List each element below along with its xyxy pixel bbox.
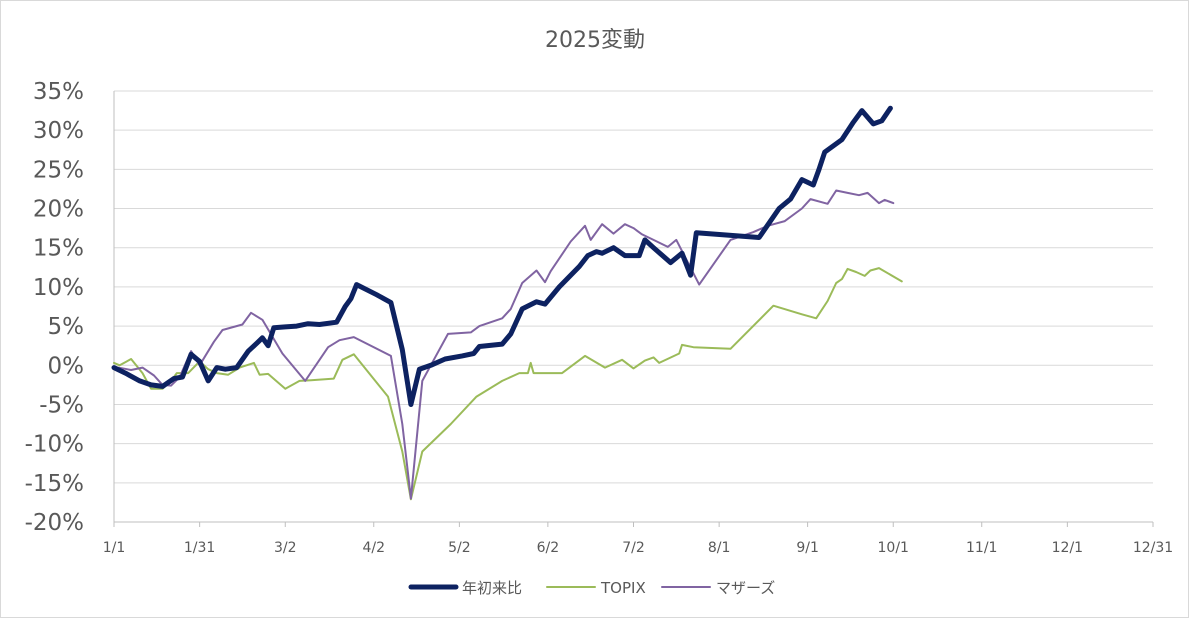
y-tick-label: 5% xyxy=(48,314,85,340)
gridlines xyxy=(114,90,1153,523)
x-axis-ticks: 1/1 1/31 3/2 4/2 5/2 6/2 7/2 8/1 9/1 10/1 11/1 12/1… xyxy=(103,91,1173,556)
x-tick-label: 6/2 xyxy=(537,540,560,556)
y-axis-ticks: 35% 30% 25% 20% 15% 10% 5% 0% -5% -10% -15% -20% xyxy=(25,79,84,536)
y-tick-label: -5% xyxy=(39,392,84,418)
series-line-0 xyxy=(111,105,893,407)
y-tick-label: -10% xyxy=(25,432,84,458)
x-tick-label: 10/1 xyxy=(878,540,909,556)
y-tick-label: -15% xyxy=(25,471,84,497)
y-tick-label: 20% xyxy=(33,197,84,223)
chart-title: 2025変動 xyxy=(545,28,645,53)
x-tick-label: 1/1 xyxy=(103,540,126,556)
x-tick-label: 8/1 xyxy=(708,540,731,556)
legend: 年初来比 TOPIX マザーズ xyxy=(408,579,775,597)
y-tick-label: 35% xyxy=(33,79,84,105)
series-lines xyxy=(111,105,903,501)
x-tick-label: 4/2 xyxy=(362,540,385,556)
series-line-2 xyxy=(113,189,895,500)
x-tick-label: 1/31 xyxy=(184,540,215,556)
x-tick-label: 9/1 xyxy=(796,540,819,556)
legend-label: TOPIX xyxy=(600,579,646,597)
x-tick-label: 5/2 xyxy=(448,540,471,556)
y-tick-label: 15% xyxy=(33,236,84,262)
x-tick-label: 3/2 xyxy=(274,540,297,556)
x-tick-label: 12/31 xyxy=(1133,540,1173,556)
y-tick-label: 25% xyxy=(33,157,84,183)
legend-label: マザーズ xyxy=(716,579,775,597)
x-tick-label: 12/1 xyxy=(1052,540,1083,556)
x-tick-label: 7/2 xyxy=(622,540,645,556)
y-tick-label: 30% xyxy=(33,118,84,144)
legend-label: 年初来比 xyxy=(462,579,522,597)
x-tick-label: 11/1 xyxy=(966,540,997,556)
y-tick-label: 10% xyxy=(33,275,84,301)
y-tick-label: -20% xyxy=(25,510,84,536)
y-tick-label: 0% xyxy=(48,353,85,379)
series-line-1 xyxy=(113,267,903,501)
